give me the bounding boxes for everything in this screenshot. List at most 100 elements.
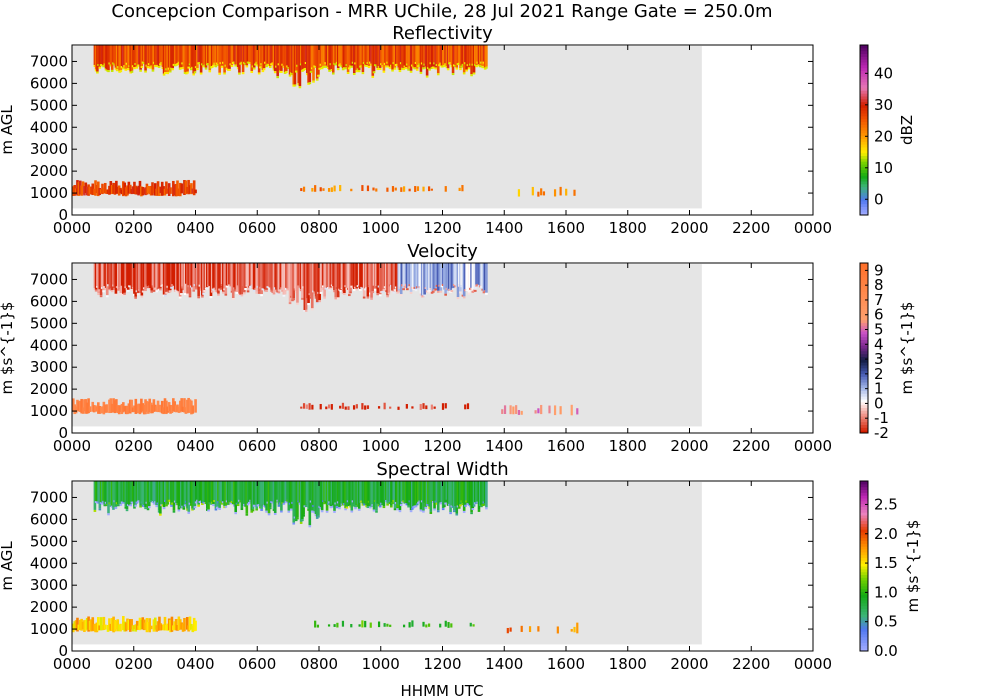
colorbar-tick-label: 1 bbox=[874, 380, 884, 398]
echo-edge bbox=[338, 507, 341, 510]
echo-edge bbox=[243, 292, 246, 295]
echo-edge bbox=[209, 502, 213, 505]
echo-edge bbox=[119, 293, 123, 296]
colorbar-step bbox=[860, 212, 868, 216]
echo-column bbox=[137, 403, 140, 414]
colorbar-step bbox=[860, 141, 868, 145]
echo-edge bbox=[209, 296, 213, 299]
echo-column bbox=[134, 185, 138, 195]
echo-column bbox=[325, 406, 328, 410]
echo-column bbox=[517, 409, 521, 415]
colorbar-step bbox=[860, 631, 868, 635]
echo-column bbox=[169, 619, 172, 633]
colorbar-tick-label: 20 bbox=[874, 127, 893, 145]
echo-column bbox=[422, 186, 425, 192]
echo-edge bbox=[343, 293, 346, 296]
echo-edge bbox=[455, 67, 459, 70]
echo-edge bbox=[144, 507, 147, 510]
echo-column bbox=[94, 405, 97, 412]
echo-column bbox=[576, 408, 579, 415]
echo-edge bbox=[354, 507, 357, 510]
colorbar-step bbox=[860, 56, 868, 60]
echo-column bbox=[414, 186, 417, 192]
colorbar-step bbox=[860, 399, 868, 403]
echo-column bbox=[72, 623, 75, 633]
echo-edge bbox=[273, 513, 277, 516]
colorbar-step bbox=[860, 87, 868, 91]
echo-column bbox=[425, 624, 428, 628]
echo-column bbox=[97, 181, 100, 197]
echo-edge bbox=[126, 289, 130, 292]
echo-column bbox=[192, 617, 196, 632]
echo-edge bbox=[338, 64, 341, 67]
colorbar-step bbox=[860, 149, 868, 154]
colorbar-step bbox=[860, 506, 868, 510]
echo-edge bbox=[393, 508, 397, 511]
echo-edge bbox=[399, 504, 403, 507]
echo-edge bbox=[135, 66, 139, 69]
echo-column bbox=[122, 181, 125, 197]
echo-edge bbox=[96, 71, 99, 74]
echo-column bbox=[167, 183, 171, 196]
echo-edge bbox=[136, 293, 140, 296]
echo-edge bbox=[205, 287, 209, 290]
echo-column bbox=[174, 405, 178, 413]
colorbar-tick-label: 9 bbox=[874, 261, 884, 279]
echo-edge bbox=[188, 295, 192, 298]
echo-edge bbox=[144, 289, 147, 292]
echo-edge bbox=[139, 505, 142, 508]
echo-column bbox=[102, 616, 106, 631]
echo-edge bbox=[399, 294, 403, 297]
echo-column bbox=[97, 617, 100, 631]
y-tick-label: 4000 bbox=[30, 118, 68, 136]
echo-edge bbox=[310, 510, 314, 513]
x-tick-label: 0800 bbox=[300, 655, 338, 673]
colorbar-step bbox=[860, 614, 868, 618]
echo-edge bbox=[422, 67, 425, 70]
echo-edge bbox=[459, 68, 462, 71]
echo-edge bbox=[119, 70, 123, 73]
echo-edge bbox=[215, 506, 219, 509]
echo-column bbox=[191, 625, 195, 633]
echo-edge bbox=[402, 68, 405, 71]
echo-column bbox=[162, 407, 165, 415]
echo-column bbox=[377, 621, 381, 628]
echo-edge bbox=[261, 70, 265, 73]
echo-column bbox=[127, 181, 131, 194]
echo-column bbox=[191, 188, 195, 194]
x-tick-label: 0200 bbox=[115, 437, 153, 455]
echo-edge bbox=[346, 71, 350, 74]
echo-column bbox=[134, 624, 138, 632]
echo-edge bbox=[428, 291, 431, 294]
echo-edge bbox=[126, 68, 130, 71]
echo-edge bbox=[334, 297, 338, 300]
colorbar-step bbox=[860, 107, 868, 111]
x-tick-label: 0600 bbox=[238, 219, 276, 237]
echo-column bbox=[361, 620, 364, 628]
lower-echo-segment-3 bbox=[506, 622, 579, 634]
echo-column bbox=[542, 191, 546, 196]
echo-column bbox=[91, 183, 95, 196]
echo-column bbox=[124, 187, 128, 197]
echo-edge bbox=[315, 302, 319, 305]
echo-column bbox=[405, 404, 408, 409]
echo-edge bbox=[417, 287, 420, 290]
echo-edge bbox=[162, 507, 166, 510]
colorbar-step bbox=[860, 416, 868, 420]
colorbar-step bbox=[860, 311, 868, 315]
echo-edge bbox=[328, 69, 331, 72]
echo-edge bbox=[236, 504, 240, 507]
colorbar-step bbox=[860, 393, 868, 397]
echo-column bbox=[176, 404, 179, 412]
echo-column bbox=[188, 185, 192, 194]
echo-edge bbox=[333, 510, 336, 513]
echo-edge bbox=[485, 66, 488, 69]
colorbar-step bbox=[860, 421, 868, 425]
echo-column bbox=[83, 620, 86, 632]
echo-column bbox=[573, 189, 576, 196]
echo-column bbox=[341, 620, 345, 627]
echo-edge bbox=[246, 503, 250, 506]
echo-column bbox=[106, 189, 110, 195]
echo-column bbox=[369, 622, 372, 628]
colorbar-step bbox=[860, 543, 868, 547]
